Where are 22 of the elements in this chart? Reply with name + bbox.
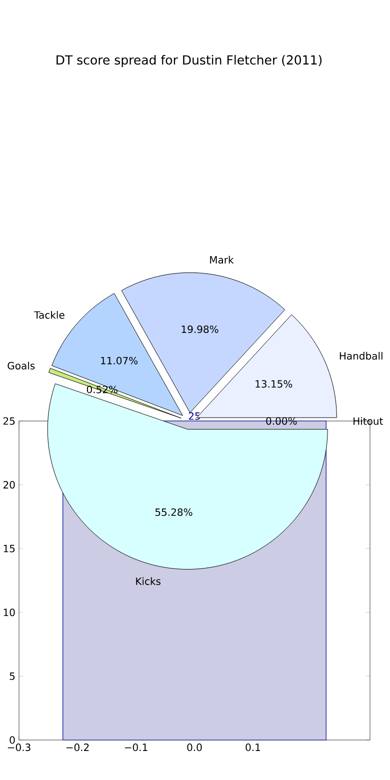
y-tick-label: 10 — [4, 608, 15, 616]
x-tick-label: −0.3 — [8, 744, 30, 752]
data-label: 55.28% — [155, 508, 192, 516]
y-tick-label: 5 — [10, 672, 15, 680]
slice-label: Kicks — [136, 577, 160, 586]
y-tick-label: 20 — [3, 481, 15, 489]
y-tick-label: 25 — [3, 417, 15, 425]
x-tick-label: 0.1 — [246, 744, 260, 752]
y-tick-label: 15 — [4, 544, 15, 552]
slice-label: Mark — [210, 256, 234, 264]
slice-label: Handball — [340, 352, 382, 360]
data-label: 11.07% — [101, 356, 138, 364]
data-label: 19.98% — [182, 325, 218, 334]
y-tick-label: 0 — [10, 736, 15, 744]
slice-label: Tackle — [34, 311, 64, 319]
category-label: Hitout — [354, 417, 383, 425]
x-tick-label: −0.1 — [124, 744, 148, 752]
x-tick-label: 0.0 — [187, 744, 202, 752]
x-tick-label: −0.2 — [66, 744, 89, 752]
data-label: 13.15% — [256, 380, 292, 388]
slice-label: Goals — [8, 362, 35, 370]
chart-title: DT score spread for Dustin Fletcher (2011) — [56, 54, 322, 68]
